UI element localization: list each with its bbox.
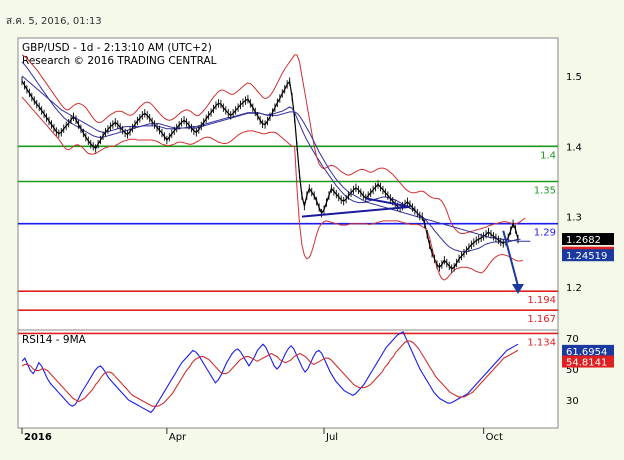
level-label-4: 1.167 [527, 314, 556, 325]
rsi-badge-bg-0 [562, 344, 614, 357]
ma-long-series [21, 61, 531, 242]
trendline-0 [301, 205, 411, 218]
projection-arrow-head [512, 284, 524, 295]
trendline-1 [365, 197, 411, 208]
axis-layer: 1.51.41.31.21.26821.248781.2451970503061… [21, 72, 614, 443]
rsi-y-tick-0: 70 [566, 334, 579, 345]
price-chart-title: GBP/USD - 1d - 2:13:10 AM (UTC+2) [22, 42, 212, 54]
rsi-ma-series [21, 340, 519, 407]
price-badge-2: 1.24519 [566, 251, 607, 262]
price-y-tick-1: 1.4 [566, 142, 582, 153]
price-y-tick-2: 1.3 [566, 213, 582, 224]
rsi-badge-0: 61.6954 [566, 347, 607, 358]
rsi-chart-title: RSI14 - 9MA [22, 334, 87, 346]
price-chart-subtitle: Research © 2016 TRADING CENTRAL [22, 55, 217, 67]
level-label-3: 1.194 [527, 295, 556, 306]
rsi-y-tick-1: 50 [566, 365, 579, 376]
level-label-5: 1.134 [527, 337, 556, 348]
rsi-layer [21, 331, 519, 414]
projection-arrow-shaft [502, 230, 519, 287]
level-label-1: 1.35 [534, 186, 556, 197]
x-tick-label-2: Jul [325, 432, 338, 443]
x-tick-label-0: 2016 [24, 432, 52, 443]
rsi-panel [17, 329, 559, 429]
rsi-series [21, 331, 519, 414]
price-y-tick-3: 1.2 [566, 283, 582, 294]
price-badge-0: 1.2682 [566, 235, 601, 246]
bollinger-lower-series [21, 96, 524, 281]
price-panel [17, 37, 559, 331]
timestamp: ส.ค. 5, 2016, 01:13 [6, 16, 102, 27]
price-layer: 1.4 1.35 1.29 1.194 1.167 1.134 [18, 54, 558, 348]
price-y-tick-0: 1.5 [566, 72, 582, 83]
rsi-badge-bg-1 [562, 355, 614, 368]
price-badge-bg-2 [562, 249, 614, 262]
x-tick-label-3: Oct [486, 432, 503, 443]
x-tick-label-1: Apr [169, 432, 187, 443]
level-label-2: 1.29 [534, 228, 556, 239]
rsi-badge-1: 54.8141 [566, 358, 607, 369]
level-label-0: 1.4 [540, 150, 556, 161]
rsi-y-tick-2: 30 [566, 396, 579, 407]
bollinger-upper-series [21, 54, 526, 234]
price-badge-bg-0 [562, 233, 614, 246]
